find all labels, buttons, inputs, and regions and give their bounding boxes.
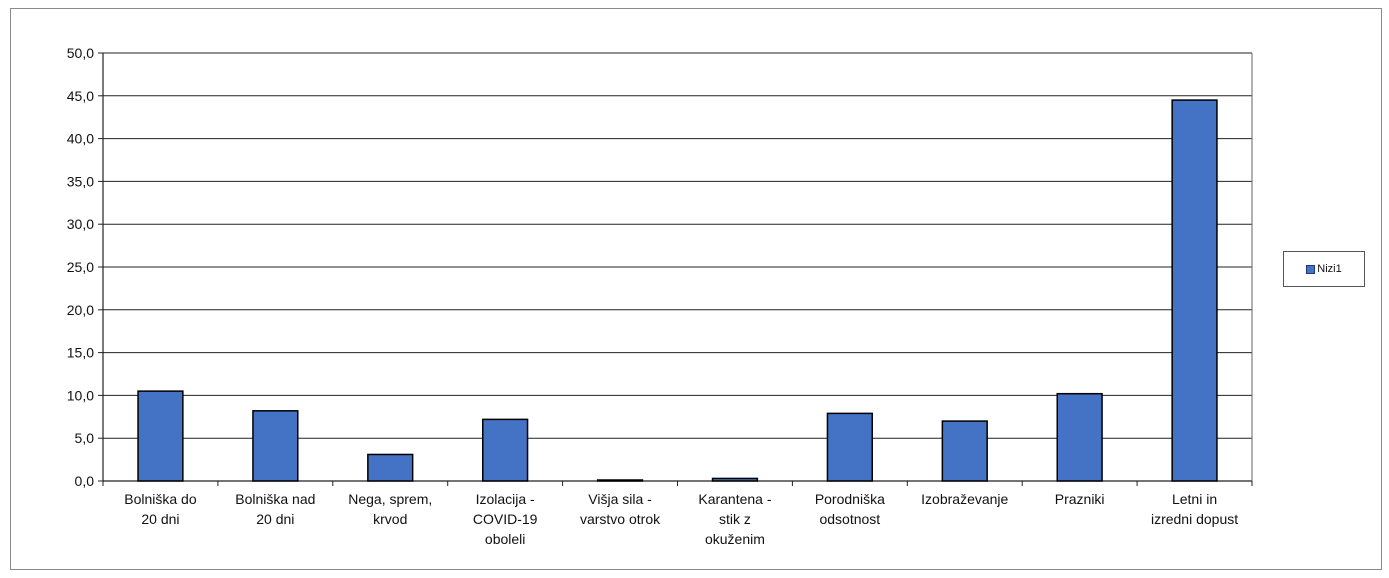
x-category-label-line: Letni in [1172, 491, 1217, 507]
x-category-label-line: Izobraževanje [921, 491, 1008, 507]
y-tick-label: 45,0 [67, 88, 94, 104]
y-tick-label: 40,0 [67, 131, 94, 147]
x-category-label: Karantena - stik z okuženim [698, 491, 771, 547]
bar [1171, 99, 1218, 482]
bar [826, 412, 874, 482]
y-tick-label: 10,0 [67, 387, 94, 403]
x-category-label: Nega, sprem, krvod [348, 491, 432, 527]
x-category-label: Višja sila - varstvo otrok [580, 491, 661, 527]
legend: Nizi1 [1283, 251, 1365, 287]
x-category-label-line: Bolniška do [124, 491, 197, 507]
bar [252, 410, 299, 482]
bar [367, 453, 414, 482]
y-tick-label: 0,0 [75, 473, 95, 489]
bar [596, 479, 644, 482]
x-category-label-line: 20 dni [256, 511, 294, 527]
bar [137, 390, 184, 482]
y-tick-label: 50,0 [67, 45, 94, 61]
y-tick-label: 35,0 [67, 173, 94, 189]
bar [941, 420, 988, 482]
bars [137, 99, 1218, 482]
x-category-label: Prazniki [1055, 491, 1105, 507]
x-category-label-line: varstvo otrok [580, 511, 661, 527]
y-tick-label: 25,0 [67, 259, 94, 275]
x-category-label-line: krvod [373, 511, 407, 527]
x-category-label-line: oboleli [485, 531, 525, 547]
bar [711, 477, 759, 482]
x-category-label: Izobraževanje [921, 491, 1008, 507]
x-category-label: Izolacija - COVID-19 oboleli [473, 491, 538, 547]
legend-label: Nizi1 [1317, 263, 1342, 275]
chart-frame [10, 8, 1382, 570]
x-category-label: Bolniška do 20 dni [124, 491, 197, 527]
x-category-label-line: Porodniška [815, 491, 885, 507]
x-category-label-line: Karantena - [698, 491, 771, 507]
gridlines [103, 52, 1252, 439]
x-category-label-line: COVID-19 [473, 511, 538, 527]
x-category-label: Bolniška nad 20 dni [235, 491, 315, 527]
x-category-label-line: odsotnost [819, 511, 880, 527]
x-category-label: Letni in izredni dopust [1151, 491, 1238, 527]
x-category-label-line: okuženim [705, 531, 765, 547]
y-tick-label: 20,0 [67, 302, 94, 318]
y-axis-tick-labels: 0,0 5,0 10,0 15,0 20,0 25,0 30,0 35,0 40,0 45,0 50… [67, 45, 94, 489]
legend-swatch [1306, 264, 1316, 274]
x-axis-category-labels: Bolniška do 20 dni Bolniška nad 20 dni Nega,… [124, 491, 1238, 547]
x-category-label-line: Izolacija - [476, 491, 535, 507]
x-category-label-line: stik z [719, 511, 751, 527]
x-category-label-line: izredni dopust [1151, 511, 1238, 527]
y-tick-label: 15,0 [67, 345, 94, 361]
x-category-label-line: Nega, sprem, [348, 491, 432, 507]
x-category-label-line: 20 dni [141, 511, 179, 527]
bar [1056, 392, 1103, 482]
x-category-label-line: Višja sila - [588, 491, 652, 507]
x-category-label: Porodniška odsotnost [815, 491, 885, 527]
y-tick-label: 5,0 [75, 430, 95, 446]
y-tick-label: 30,0 [67, 216, 94, 232]
x-category-label-line: Prazniki [1055, 491, 1105, 507]
bar [481, 418, 529, 482]
x-category-label-line: Bolniška nad [235, 491, 315, 507]
